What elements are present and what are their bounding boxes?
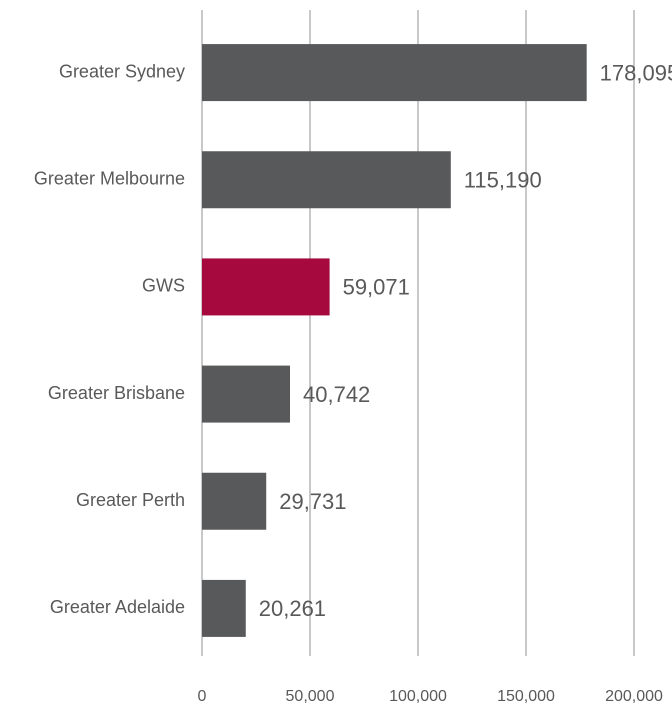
category-label: Greater Brisbane — [48, 383, 185, 403]
bar — [202, 44, 587, 102]
bar — [202, 365, 291, 423]
x-tick-label: 200,000 — [605, 688, 663, 705]
x-tick-label: 0 — [198, 688, 207, 705]
value-label: 115,190 — [464, 168, 542, 193]
value-label: 178,095 — [600, 60, 672, 85]
x-tick-label: 50,000 — [286, 688, 335, 705]
value-label: 40,742 — [303, 382, 370, 407]
category-label: Greater Sydney — [59, 61, 185, 81]
category-label: Greater Melbourne — [34, 169, 185, 189]
bar — [202, 258, 330, 316]
bar — [202, 151, 451, 209]
category-label: GWS — [142, 276, 185, 296]
x-tick-label: 150,000 — [497, 688, 555, 705]
category-label: Greater Perth — [76, 490, 185, 510]
bar — [202, 579, 246, 637]
category-label: Greater Adelaide — [50, 597, 185, 617]
value-label: 29,731 — [279, 489, 346, 514]
value-label: 20,261 — [259, 596, 326, 621]
x-tick-label: 100,000 — [389, 688, 447, 705]
value-label: 59,071 — [343, 275, 410, 300]
bar — [202, 472, 267, 530]
